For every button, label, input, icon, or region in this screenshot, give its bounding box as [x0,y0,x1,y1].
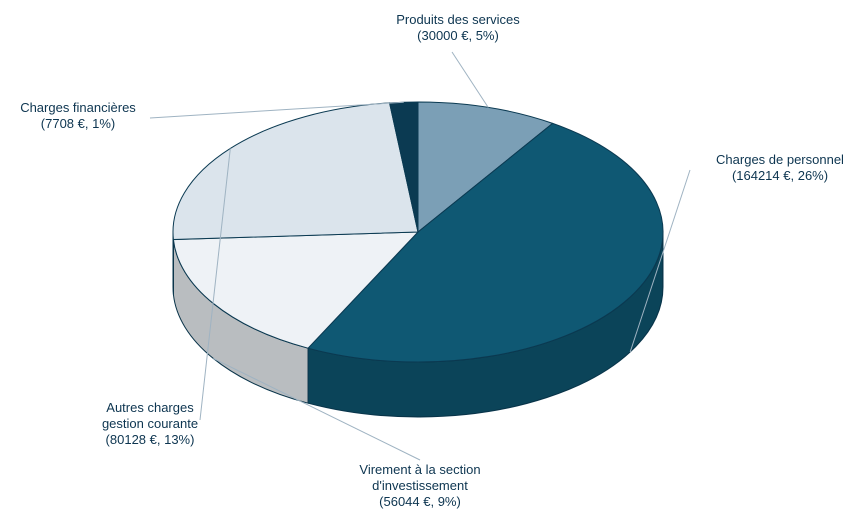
slice-label: Charges financières (7708 €, 1%) [0,100,158,132]
leader-line [629,169,691,353]
value-label: (164214 €, 26%) [731,168,829,183]
value-label: (30000 €, 5%) [417,28,499,43]
category-label: Charges de personnel [716,152,844,167]
category-label: Autres charges gestion courante [101,400,199,431]
slice [307,122,664,363]
slice [172,102,419,241]
slice-label: Produits des services (30000 €, 5%) [363,12,553,44]
value-label: (56044 €, 9%) [379,494,461,509]
slice-side-shade [173,239,309,404]
slice [417,101,554,234]
leader-line [199,148,231,421]
leader-line [149,101,404,119]
leader-line [213,357,421,461]
slice-side-shade [308,232,663,417]
value-label: (80128 €, 13%) [105,432,195,447]
slice-label: Autres charges gestion courante (80128 €,… [70,400,230,448]
value-label: (7708 €, 1%) [40,116,116,131]
category-label: Virement à la section d'investissement [359,462,481,493]
slice-label: Virement à la section d'investissement (5… [330,462,510,510]
category-label: Produits des services [396,12,520,27]
slice-label: Charges de personnel (164214 €, 26%) [695,152,856,184]
category-label: Charges financières [20,100,136,115]
leader-line [451,51,489,108]
